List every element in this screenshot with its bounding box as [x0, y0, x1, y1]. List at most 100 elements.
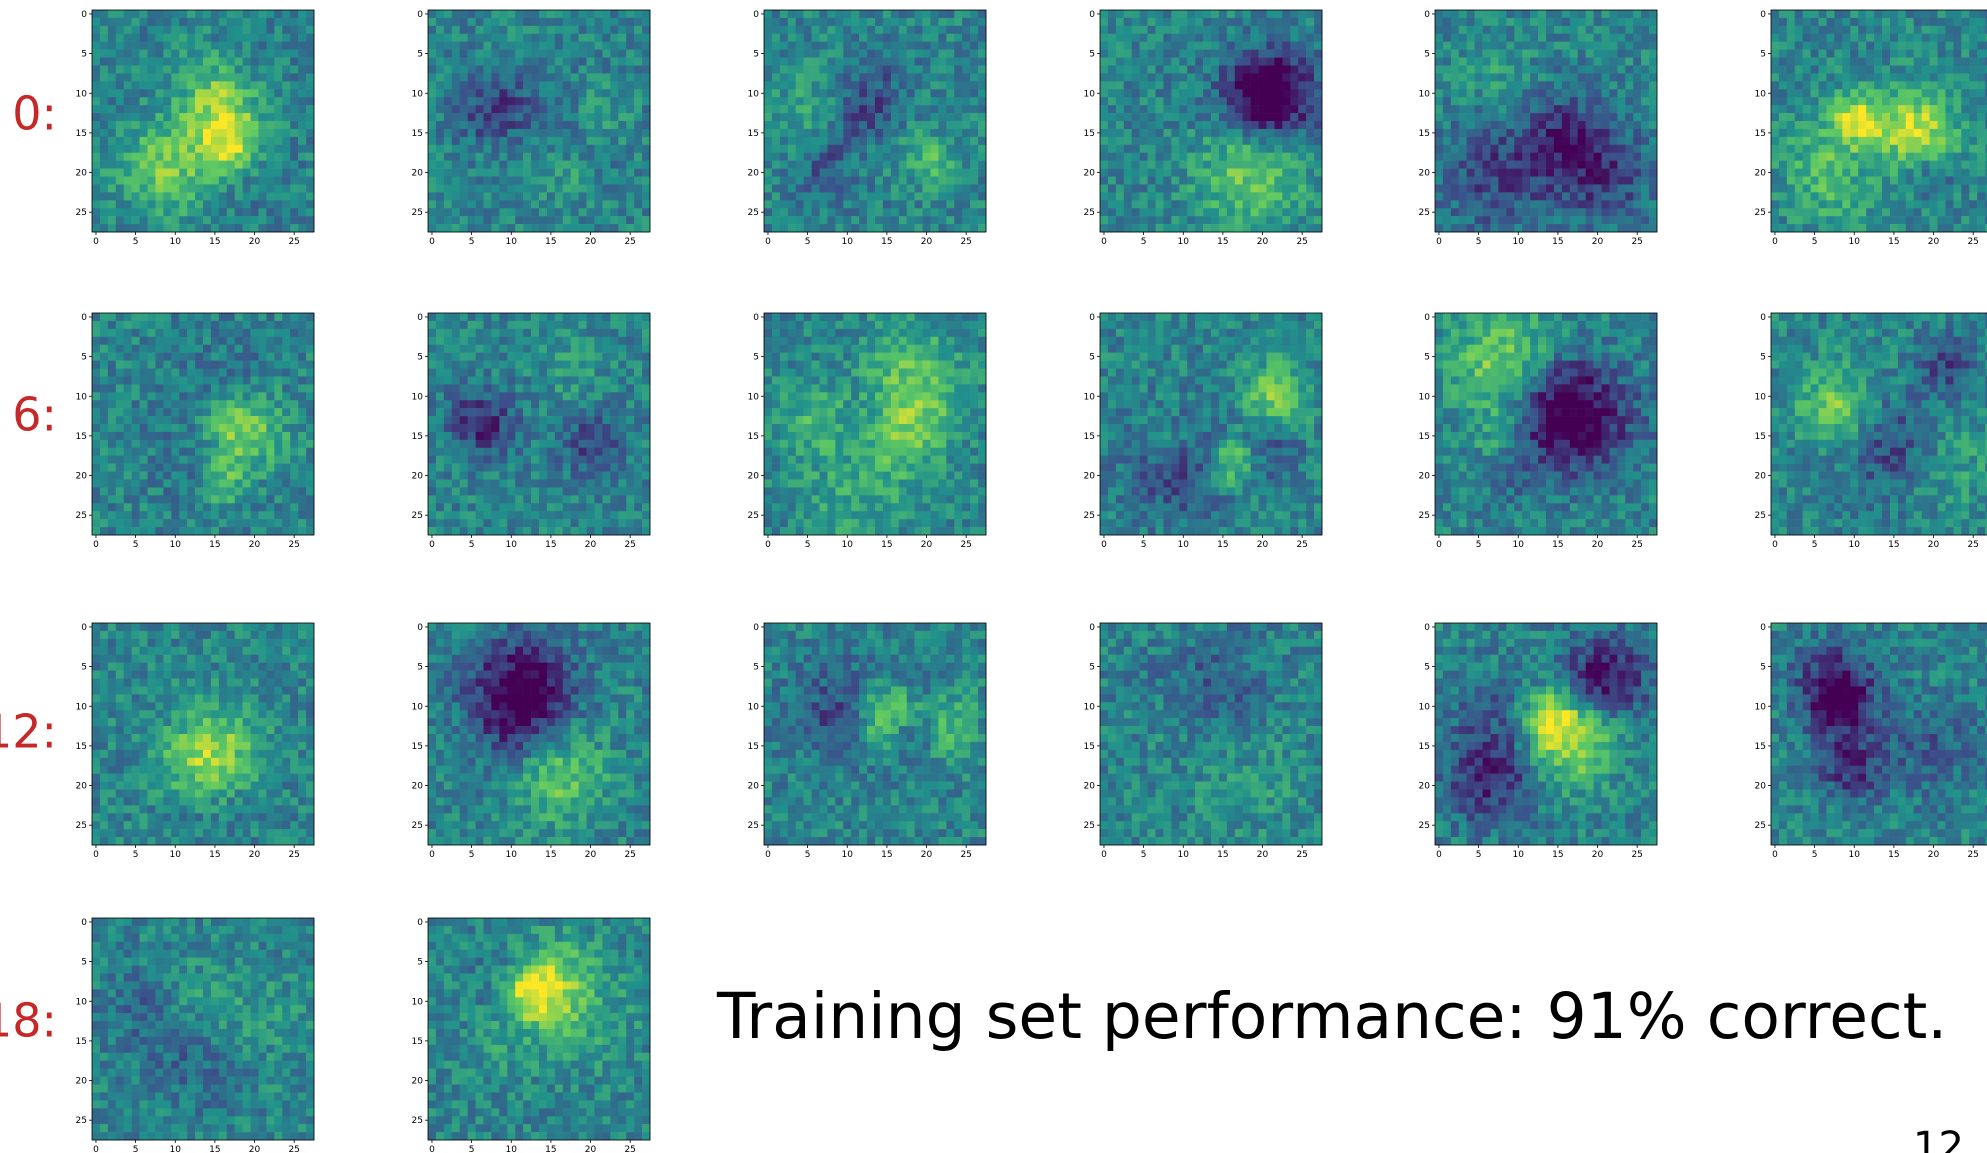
heatmap-cell [1139, 65, 1148, 74]
heatmap-cell [835, 216, 844, 225]
heatmap-cell [586, 41, 595, 50]
heatmap-cell [578, 97, 587, 106]
heatmap-cell [475, 208, 484, 217]
heatmap-cell [1977, 17, 1986, 27]
heatmap-cell [428, 33, 437, 43]
heatmap-cell [1274, 152, 1283, 161]
heatmap-cell [859, 216, 868, 225]
heatmap-cell [602, 81, 611, 90]
x-tick-label: 25 [1631, 237, 1642, 247]
heatmap-cell [1561, 128, 1571, 138]
heatmap-cell [147, 344, 156, 353]
x-tick-label: 10 [1513, 237, 1525, 247]
heatmap-cell [1866, 73, 1875, 82]
heatmap-cell [1314, 216, 1323, 225]
heatmap-cell [795, 73, 804, 82]
heatmap-cell [1802, 10, 1811, 19]
heatmap-cell [835, 152, 844, 161]
heatmap-cell [1171, 25, 1180, 35]
heatmap-cell [859, 25, 868, 35]
heatmap-cell [634, 136, 643, 146]
heatmap-cell [250, 168, 259, 177]
heatmap-cell [1506, 49, 1515, 58]
heatmap-cell [1945, 121, 1954, 130]
heatmap-cell [594, 81, 603, 90]
heatmap-cell [203, 33, 212, 43]
heatmap-cell [978, 224, 987, 233]
heatmap-cell [123, 81, 132, 90]
heatmap-cell [123, 89, 132, 98]
heatmap-cell [626, 200, 635, 209]
heatmap-cell [554, 57, 564, 66]
heatmap-cell [890, 224, 900, 233]
heatmap-cell [1218, 41, 1228, 50]
heatmap-cell [475, 144, 484, 154]
heatmap-cell [610, 65, 619, 74]
heatmap-cell [1617, 33, 1626, 43]
heatmap-cell [1538, 17, 1547, 27]
heatmap-cell [1282, 25, 1291, 35]
heatmap-cell [147, 113, 156, 122]
heatmap-cell [1937, 224, 1946, 233]
heatmap-cell [922, 184, 931, 193]
heatmap-cell [634, 216, 643, 225]
heatmap-cell [1937, 216, 1946, 225]
heatmap-cell [1234, 49, 1244, 58]
heatmap-cell [1458, 97, 1468, 106]
heatmap-cell [1234, 168, 1244, 177]
heatmap-cell [139, 73, 148, 82]
heatmap-cell [1802, 73, 1811, 82]
heatmap-cell [234, 17, 243, 27]
heatmap-cell [1921, 152, 1930, 161]
heatmap-cell [602, 105, 611, 114]
heatmap-cell [443, 128, 453, 138]
heatmap-cell [1786, 33, 1796, 43]
heatmap-cell [1139, 184, 1148, 193]
heatmap-cell [539, 144, 548, 154]
heatmap-cell [1945, 81, 1954, 90]
heatmap-cell [523, 89, 532, 98]
heatmap-cell [1905, 176, 1915, 185]
heatmap-cell [1913, 113, 1922, 122]
heatmap-cell [594, 49, 603, 58]
heatmap-cell [811, 128, 820, 138]
heatmap-cell [1625, 49, 1634, 58]
heatmap-cell [1577, 208, 1586, 217]
heatmap-cell [1155, 128, 1164, 138]
heatmap-cell [1226, 105, 1236, 114]
heatmap-cell [882, 65, 892, 74]
heatmap-cell [266, 105, 275, 114]
heatmap-cell [107, 41, 117, 50]
heatmap-cell [978, 57, 987, 66]
heatmap-cell [459, 81, 468, 90]
heatmap-cell [179, 192, 188, 201]
heatmap-cell [1810, 17, 1819, 27]
heatmap-cell [546, 17, 556, 27]
heatmap-cell [1506, 10, 1515, 19]
heatmap-cell [1601, 136, 1610, 146]
heatmap-cell [819, 160, 828, 169]
heatmap-cell [428, 152, 437, 161]
heatmap-cell [1139, 136, 1148, 146]
heatmap-cell [1834, 168, 1843, 177]
heatmap-cell [1882, 81, 1891, 90]
heatmap-cell [1641, 136, 1650, 146]
heatmap-cell [435, 97, 445, 106]
heatmap-cell [1834, 128, 1843, 138]
heatmap-cell [475, 200, 484, 209]
heatmap-cell [531, 128, 540, 138]
heatmap-cell [946, 89, 955, 98]
heatmap-cell [1897, 17, 1907, 27]
heatmap-cell [1506, 200, 1515, 209]
heatmap-cell [859, 128, 868, 138]
heatmap-cell [195, 17, 204, 27]
heatmap-cell [491, 208, 500, 217]
heatmap-cell [1633, 113, 1642, 122]
heatmap-cell [1778, 10, 1788, 19]
heatmap-cell [1155, 65, 1164, 74]
heatmap-cell [1882, 168, 1891, 177]
heatmap-cell [179, 152, 188, 161]
heatmap-cell [1778, 121, 1788, 130]
heatmap-cell [618, 192, 627, 201]
heatmap-cell [1306, 128, 1315, 138]
